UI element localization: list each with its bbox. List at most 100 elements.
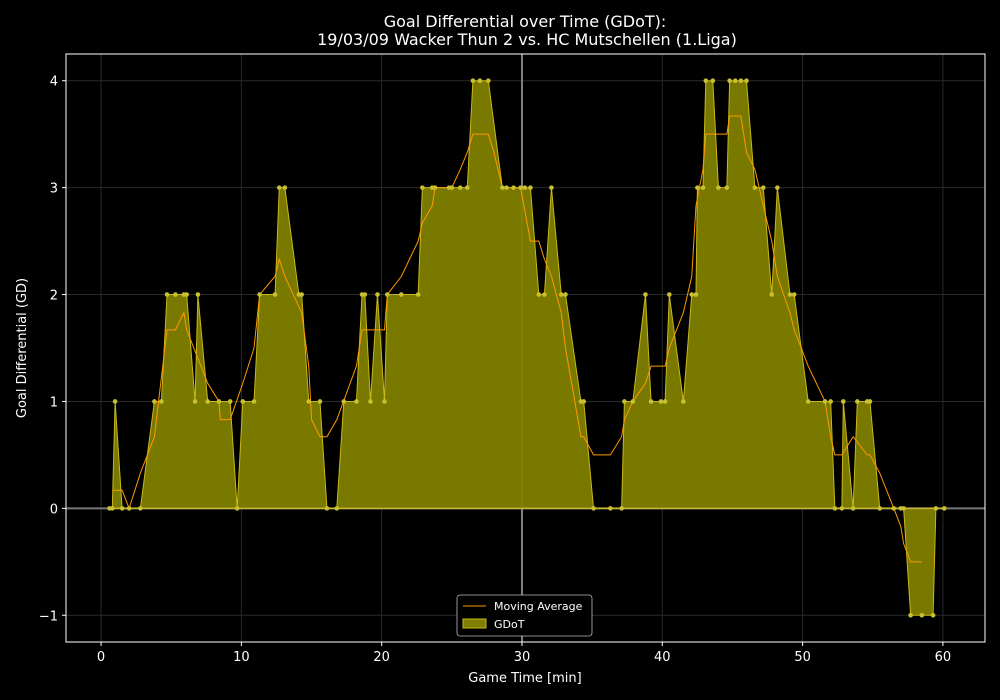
x-tick-label: 10	[233, 650, 250, 665]
gdot-point	[832, 506, 838, 511]
gdot-point	[727, 78, 732, 84]
gdot-point	[477, 78, 483, 84]
x-tick-label: 20	[373, 650, 390, 665]
gdot-point	[126, 506, 132, 511]
gdot-point	[608, 506, 613, 511]
gdot-point	[700, 185, 706, 190]
x-tick-label: 50	[794, 650, 811, 665]
gdot-point	[399, 292, 404, 297]
gdot-point	[695, 185, 700, 190]
gdot-point	[251, 399, 257, 404]
gdot-point	[528, 185, 533, 190]
legend-gdot-label: GDoT	[494, 618, 525, 631]
gdot-point	[732, 78, 738, 84]
gdot-point	[457, 185, 463, 190]
x-tick-label: 30	[514, 650, 531, 665]
gdot-point	[504, 185, 509, 190]
gdot-point	[334, 506, 340, 511]
gdot-point	[500, 185, 505, 190]
x-axis-label: Game Time [min]	[468, 671, 581, 686]
y-axis-label: Goal Differential (GD)	[15, 278, 30, 418]
gdot-point	[152, 399, 157, 404]
gdot-point	[449, 185, 455, 190]
gdot-point	[195, 292, 201, 297]
gdot-point	[234, 506, 240, 511]
gdot-point	[901, 506, 906, 511]
y-tick-label: 4	[50, 75, 58, 90]
gdot-point	[839, 506, 845, 511]
gdot-point	[619, 506, 624, 511]
legend: Moving Average GDoT	[456, 594, 593, 637]
gdot-point	[703, 78, 709, 84]
gdot-point	[354, 399, 359, 404]
gdot-point	[470, 78, 476, 84]
y-tick-label: 0	[50, 502, 58, 517]
y-axis-ticks: −1 0 1 2 3 4	[39, 75, 66, 624]
gdot-point	[184, 292, 189, 297]
gdot-point	[324, 506, 330, 511]
gdot-point	[942, 506, 947, 511]
gdot-point	[761, 185, 766, 190]
gdot-point	[192, 399, 198, 404]
gdot-point	[840, 399, 846, 404]
gdot-point	[317, 399, 323, 404]
gdot-point	[563, 292, 568, 297]
gdot-point	[867, 399, 873, 404]
gdot-point	[205, 399, 211, 404]
gdot-point	[536, 292, 542, 297]
gdot-point	[384, 292, 390, 297]
gdot-point	[216, 399, 222, 404]
gdot-point	[299, 292, 305, 297]
gdot-point	[930, 612, 936, 618]
gdot-point	[415, 292, 421, 297]
gdot-point	[486, 78, 491, 84]
gdot-point	[110, 506, 115, 511]
gdot-point	[276, 185, 282, 190]
gdot-point	[173, 292, 178, 297]
legend-box	[456, 594, 593, 637]
gdot-point	[787, 292, 793, 297]
gdot-point	[138, 506, 143, 511]
gdot-point	[822, 399, 828, 404]
chart-title-line2: 19/03/09 Wacker Thun 2 vs. HC Mutschelle…	[317, 30, 737, 49]
gdot-point	[257, 292, 262, 297]
gdot-point	[716, 185, 721, 190]
gdot-point	[272, 292, 278, 297]
gdot-point	[558, 292, 564, 297]
chart-title-line1: Goal Differential over Time (GDoT):	[384, 12, 667, 31]
gdot-point	[744, 78, 749, 84]
gdot-point	[511, 185, 516, 190]
legend-moving-average-label: Moving Average	[494, 600, 583, 613]
gdot-point	[855, 399, 860, 404]
gdot-point	[630, 399, 636, 404]
gdot-point	[549, 185, 554, 190]
gdot-point	[542, 292, 547, 297]
gdot-point	[282, 185, 288, 190]
gdot-point	[769, 292, 775, 297]
gdot-point	[382, 399, 387, 404]
gdot-point	[643, 292, 648, 297]
gdot-point	[581, 399, 587, 404]
gdot-point	[112, 399, 118, 404]
gdot-point	[681, 399, 686, 404]
gdot-point	[775, 185, 780, 190]
y-tick-label: −1	[39, 609, 58, 624]
gdot-point	[738, 78, 744, 84]
gdot-point	[805, 399, 811, 404]
gdot-point	[658, 399, 664, 404]
gdot-point	[432, 185, 438, 190]
gdot-point	[693, 292, 699, 297]
y-tick-label: 2	[50, 289, 58, 304]
gdot-point	[850, 506, 856, 511]
gdot-point	[375, 292, 380, 297]
gdot-point	[662, 399, 668, 404]
gdot-point	[648, 399, 654, 404]
gdot-fill	[109, 80, 945, 616]
gdot-point	[518, 185, 523, 190]
y-tick-label: 1	[50, 395, 58, 410]
plot-frame	[65, 53, 986, 643]
gdot-point	[919, 612, 925, 618]
gdot-point	[622, 399, 627, 404]
gdot-point	[689, 292, 695, 297]
